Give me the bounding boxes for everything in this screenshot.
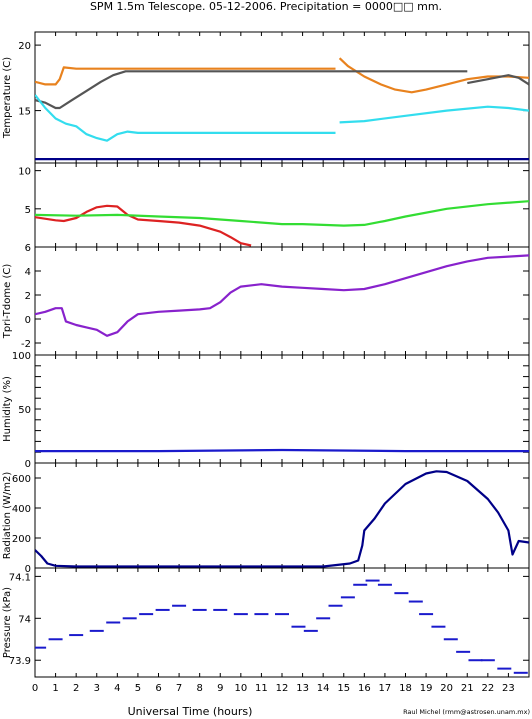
y-axis-label: Tpri-Tdome (C) (2, 264, 13, 340)
series-line-gray (35, 70, 468, 110)
y-tick-label: 0 (25, 315, 31, 326)
x-tick-label: 6 (155, 683, 161, 694)
x-tick-label: 0 (32, 683, 38, 694)
x-tick-label: 20 (440, 683, 453, 694)
x-tick-label: 1 (52, 683, 58, 694)
y-tick-label: 600 (12, 474, 31, 485)
y-tick-label: 50 (18, 405, 31, 416)
x-tick-label: 7 (176, 683, 182, 694)
series-group (35, 579, 528, 674)
x-tick-label: 11 (255, 683, 268, 694)
y-tick-label: 5 (25, 205, 31, 216)
y-tick-label: 74.1 (9, 572, 31, 583)
x-tick-label: 3 (94, 683, 100, 694)
y-tick-label: 74 (18, 614, 31, 625)
y-tick-label: 4 (25, 267, 31, 278)
y-axis-label: Radiation (W/m2) (2, 472, 13, 560)
series-line-orange (35, 66, 336, 86)
series-line-cyan (35, 94, 336, 142)
y-tick-label: 0 (25, 564, 31, 575)
series-line-blue (35, 448, 529, 453)
panel-tpri-tdome: -2 0 2 4 6 Tpri-Tdome (C) (2, 243, 530, 356)
y-tick-label: -2 (21, 339, 31, 350)
x-tick-label: 16 (358, 683, 371, 694)
x-tick-label: 10 (234, 683, 247, 694)
panel-frame (34, 31, 530, 164)
x-tick-label: 19 (420, 683, 433, 694)
series-line-navy (35, 470, 529, 568)
series-line-gray (467, 74, 529, 86)
y-axis-label: Humidity (%) (2, 376, 13, 442)
y-tick-label: 100 (12, 351, 31, 362)
panel-pressure: 73.9 74 74.1 Pressure (kPa) (2, 567, 530, 678)
x-tick-label: 15 (337, 683, 350, 694)
y-tick-label: 400 (12, 504, 31, 515)
x-tick-label: 4 (114, 683, 120, 694)
x-tick-label: 2 (73, 683, 79, 694)
x-tick-label: 9 (217, 683, 223, 694)
series-line-purple (35, 254, 529, 337)
x-tick-label: 5 (135, 683, 141, 694)
y-tick-label: 6 (25, 243, 31, 254)
y-tick-label: 200 (12, 534, 31, 545)
y-axis-label: Temperature (C) (2, 57, 13, 139)
series-group (35, 200, 529, 247)
panel-humidity: 0 50 100 Humidity (%) (2, 351, 530, 470)
series-line-red (35, 204, 252, 247)
credit-text: Raul Michel (rmm@astrosen.unam.mx) (403, 708, 530, 716)
series-group (35, 470, 529, 568)
series-group (35, 57, 529, 161)
x-tick-label: 13 (296, 683, 309, 694)
y-tick-label: 73.9 (9, 656, 31, 667)
x-tick-label: 18 (399, 683, 412, 694)
y-tick-label: 20 (18, 41, 31, 52)
y-tick-label: 10 (18, 167, 31, 178)
chart-title: SPM 1.5m Telescope. 05-12-2006. Precipit… (90, 0, 442, 13)
y-tick-label: 15 (18, 107, 31, 118)
x-tick-label: 23 (502, 683, 515, 694)
series-group (35, 448, 529, 453)
series-line-green (35, 200, 529, 227)
x-tick-label: 17 (379, 683, 392, 694)
x-tick-label: 22 (481, 683, 494, 694)
panel-frame (34, 354, 530, 464)
panel-dew-point: 5 10 (18, 162, 530, 248)
x-axis-label: Universal Time (hours) (128, 705, 253, 718)
y-axis-label: Pressure (kPa) (2, 587, 13, 658)
x-tick-label: 8 (196, 683, 202, 694)
panel-temperature: 15 20 Temperature (C) (2, 31, 530, 164)
y-tick-label: 0 (25, 459, 31, 470)
y-tick-label: 2 (25, 291, 31, 302)
series-group (35, 254, 529, 337)
x-tick-label: 14 (317, 683, 330, 694)
series-line-orange (338, 57, 529, 94)
series-line-cyan (339, 105, 529, 124)
panel-frame (34, 462, 530, 569)
x-tick-label: 21 (461, 683, 474, 694)
x-tick-label: 12 (276, 683, 289, 694)
